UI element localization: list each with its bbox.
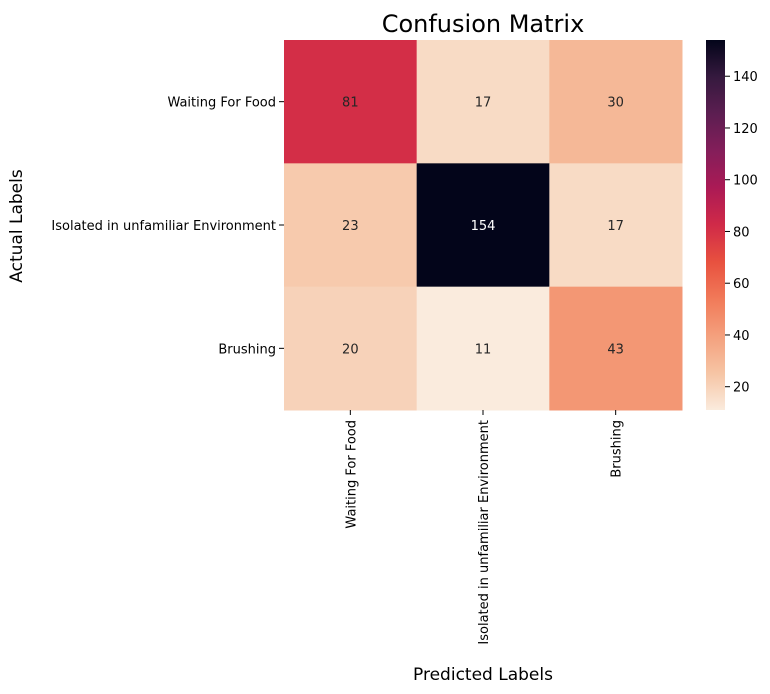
heatmap-cell xyxy=(416,163,550,288)
chart-title: Confusion Matrix xyxy=(382,10,585,38)
cell-value-label: 20 xyxy=(342,342,359,357)
heatmap-cell xyxy=(284,286,418,411)
x-tick-label: Isolated in unfamiliar Environment xyxy=(477,420,492,645)
cell-value-label: 154 xyxy=(471,219,496,234)
colorbar-tick-label: 140 xyxy=(733,70,758,85)
heatmap-cells xyxy=(284,40,683,411)
y-axis-ticks: Waiting For Food Isolated in unfamiliar E… xyxy=(51,96,284,357)
heatmap-cell xyxy=(549,286,683,411)
y-tick-label: Brushing xyxy=(218,342,276,357)
colorbar xyxy=(706,40,725,410)
cell-value-label: 30 xyxy=(607,96,624,111)
heatmap-cell xyxy=(416,40,550,164)
colorbar-tick-label: 60 xyxy=(733,277,750,292)
heatmap-cell xyxy=(284,163,418,288)
heatmap-cell xyxy=(284,40,418,164)
heatmap-cell xyxy=(549,163,683,288)
cell-value-label: 81 xyxy=(342,96,359,111)
colorbar-tick-label: 100 xyxy=(733,174,758,189)
cell-value-label: 11 xyxy=(475,342,492,357)
cell-value-label: 17 xyxy=(607,219,624,234)
colorbar-tick-label: 20 xyxy=(733,381,750,396)
colorbar-tick-label: 120 xyxy=(733,122,758,137)
heatmap-cell xyxy=(549,40,683,164)
heatmap-value-labels: 81 17 30 23 154 17 20 11 43 xyxy=(342,96,624,358)
x-tick-label: Waiting For Food xyxy=(344,420,359,529)
colorbar-ticks: 20 40 60 80 100 120 140 xyxy=(725,70,758,396)
cell-value-label: 23 xyxy=(342,219,359,234)
y-axis-label: Actual Labels xyxy=(7,169,27,283)
x-tick-label: Brushing xyxy=(610,420,625,478)
x-axis-label: Predicted Labels xyxy=(413,665,553,685)
colorbar-tick-label: 40 xyxy=(733,329,750,344)
cell-value-label: 43 xyxy=(607,342,624,357)
x-axis-ticks: Waiting For Food Isolated in unfamiliar E… xyxy=(344,410,625,645)
colorbar-tick-label: 80 xyxy=(733,225,750,240)
y-tick-label: Isolated in unfamiliar Environment xyxy=(51,219,276,234)
heatmap-cell xyxy=(416,286,550,411)
y-tick-label: Waiting For Food xyxy=(167,96,276,111)
cell-value-label: 17 xyxy=(475,96,492,111)
